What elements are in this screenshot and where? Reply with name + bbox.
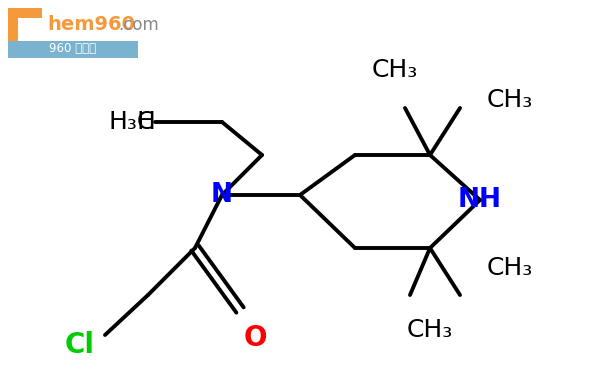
Text: CH₃: CH₃ — [487, 88, 533, 112]
Text: NH: NH — [458, 187, 502, 213]
Text: N: N — [211, 182, 233, 208]
Text: CH₃: CH₃ — [487, 256, 533, 280]
Text: Cl: Cl — [65, 331, 95, 359]
Text: H: H — [136, 110, 155, 134]
Text: O: O — [243, 324, 267, 352]
Text: .com: .com — [118, 16, 159, 34]
Text: hem960: hem960 — [47, 15, 135, 34]
Text: CH₃: CH₃ — [407, 318, 453, 342]
Text: 960 化工网: 960 化工网 — [50, 42, 97, 56]
FancyBboxPatch shape — [8, 41, 138, 58]
Text: H₃C: H₃C — [109, 110, 155, 134]
Text: CH₃: CH₃ — [372, 58, 418, 82]
Polygon shape — [8, 8, 42, 58]
